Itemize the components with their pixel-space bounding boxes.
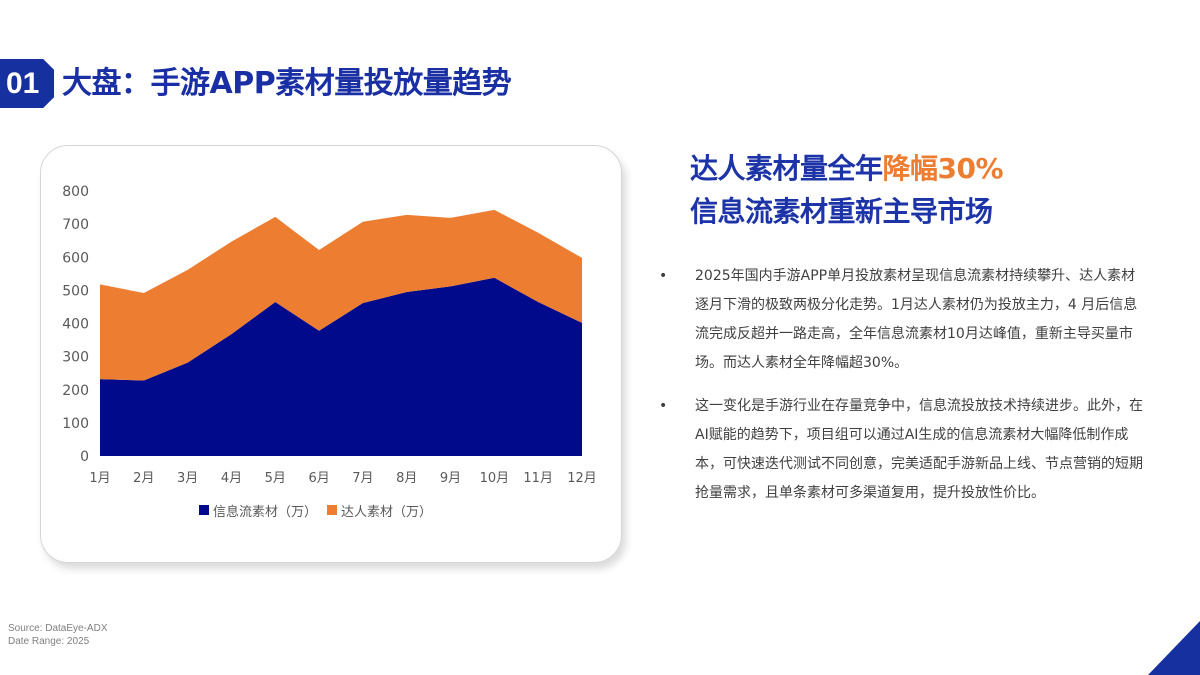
x-tick-label: 3月 [177,471,198,486]
legend-label: 信息流素材（万） [213,504,318,520]
x-tick-label: 9月 [440,471,461,486]
bullet-item: • 这一变化是手游行业在存量竞争中，信息流投放技术持续进步。此外，在AI赋能的趋… [655,392,1145,508]
bullet-item: • 2025年国内手游APP单月投放素材呈现信息流素材持续攀升、达人素材逐月下滑… [655,262,1145,378]
source-text: Source: DataEye-ADX [8,623,108,634]
legend-swatch-orange-icon [327,505,338,515]
x-tick-label: 6月 [308,471,329,486]
corner-decoration [1148,621,1200,675]
bullet-text: 2025年国内手游APP单月投放素材呈现信息流素材持续攀升、达人素材逐月下滑的极… [695,268,1138,371]
headline-accent-text: 降幅30% [882,152,1004,185]
y-tick-label: 500 [62,283,89,299]
page-title: 大盘：手游APP素材量投放量趋势 [62,66,512,101]
headline-line-2: 信息流素材重新主导市场 [690,195,993,228]
x-tick-label: 8月 [396,471,417,486]
legend-item-influencer: 达人素材（万） [327,501,432,520]
x-tick-label: 11月 [523,471,553,486]
headline-line-1: 达人素材量全年降幅30% [690,147,1004,190]
bullet-dot-icon: • [659,268,668,284]
legend-item-feed: 信息流素材（万） [199,501,317,520]
headline-text: 达人素材量全年 [690,152,883,185]
stacked-area-chart: 0 100 200 300 400 500 600 700 800 1月 2月 3月 4月 5月 6月 7月 8… [62,184,597,486]
x-tick-label: 2月 [133,471,154,486]
bullet-dot-icon: • [659,398,668,414]
y-tick-label: 0 [80,449,89,465]
chart-legend: 信息流素材（万） 达人素材（万） [199,500,432,520]
x-tick-label: 5月 [265,471,286,486]
x-tick-label: 10月 [480,471,510,486]
x-tick-label: 1月 [89,471,110,486]
y-tick-label: 700 [62,217,89,233]
source-footnote: Source: DataEye-ADX Date Range: 2025 [8,622,108,648]
legend-label: 达人素材（万） [341,504,433,520]
x-tick-label: 4月 [221,471,242,486]
y-tick-label: 200 [62,383,89,399]
bullet-text: 这一变化是手游行业在存量竞争中，信息流投放技术持续进步。此外，在AI赋能的趋势下… [695,398,1143,501]
area-series-1 [100,209,582,381]
y-tick-label: 300 [62,350,89,366]
x-tick-label: 7月 [352,471,373,486]
y-tick-label: 600 [62,250,89,266]
y-tick-label: 800 [62,184,89,200]
bullet-list: • 2025年国内手游APP单月投放素材呈现信息流素材持续攀升、达人素材逐月下滑… [655,262,1145,522]
legend-swatch-blue-icon [199,505,209,515]
y-tick-label: 400 [62,317,89,333]
y-tick-label: 100 [62,416,89,432]
section-number-badge: 01 [0,59,54,108]
date-range-text: Date Range: 2025 [8,636,90,647]
area-series-0 [100,277,582,456]
x-tick-label: 12月 [567,471,597,486]
key-takeaway-headline: 达人素材量全年降幅30% 信息流素材重新主导市场 [690,147,1004,233]
